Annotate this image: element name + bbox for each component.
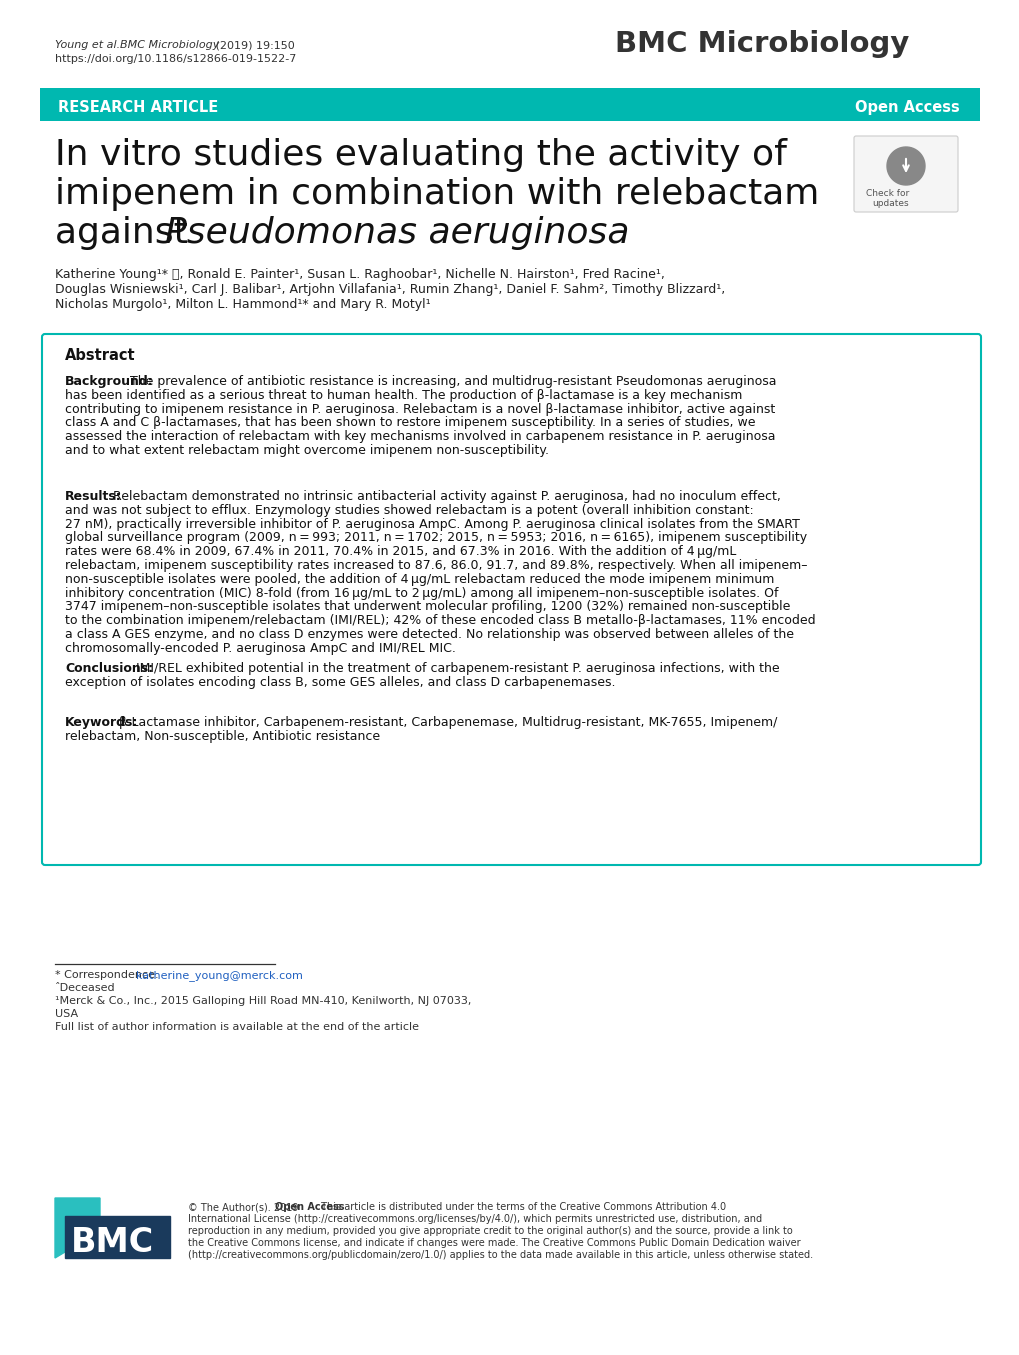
Text: This article is distributed under the terms of the Creative Commons Attribution : This article is distributed under the te… — [318, 1202, 726, 1211]
Polygon shape — [65, 1215, 170, 1257]
Polygon shape — [887, 146, 924, 186]
Text: Results:: Results: — [65, 491, 121, 503]
Text: Abstract: Abstract — [65, 348, 136, 363]
Text: ¹Merck & Co., Inc., 2015 Galloping Hill Road MN-410, Kenilworth, NJ 07033,: ¹Merck & Co., Inc., 2015 Galloping Hill … — [55, 996, 471, 1005]
Text: and was not subject to efflux. Enzymology studies showed relebactam is a potent : and was not subject to efflux. Enzymolog… — [65, 504, 753, 516]
Text: non-susceptible isolates were pooled, the addition of 4 μg/mL relebactam reduced: non-susceptible isolates were pooled, th… — [65, 573, 773, 585]
Text: The prevalence of antibiotic resistance is increasing, and multidrug-resistant P: The prevalence of antibiotic resistance … — [126, 375, 775, 388]
Text: contributing to imipenem resistance in P. aeruginosa. Relebactam is a novel β-la: contributing to imipenem resistance in P… — [65, 402, 774, 416]
Text: inhibitory concentration (MIC) 8-fold (from 16 μg/mL to 2 μg/mL) among all imipe: inhibitory concentration (MIC) 8-fold (f… — [65, 587, 777, 600]
Text: the Creative Commons license, and indicate if changes were made. The Creative Co: the Creative Commons license, and indica… — [187, 1238, 800, 1248]
Text: In vitro studies evaluating the activity of: In vitro studies evaluating the activity… — [55, 138, 786, 172]
Text: Background:: Background: — [65, 375, 154, 388]
Text: 27 nM), practically irreversible inhibitor of P. aeruginosa AmpC. Among P. aerug: 27 nM), practically irreversible inhibit… — [65, 518, 799, 531]
Text: Open Access: Open Access — [854, 100, 959, 115]
Text: 3747 imipenem–non-susceptible isolates that underwent molecular profiling, 1200 : 3747 imipenem–non-susceptible isolates t… — [65, 600, 790, 614]
Text: katherine_young@merck.com: katherine_young@merck.com — [136, 970, 303, 981]
Text: (2019) 19:150: (2019) 19:150 — [205, 41, 294, 50]
Text: Full list of author information is available at the end of the article: Full list of author information is avail… — [55, 1022, 419, 1033]
Text: global surveillance program (2009, n = 993; 2011, n = 1702; 2015, n = 5953; 2016: global surveillance program (2009, n = 9… — [65, 531, 806, 545]
Text: USA: USA — [55, 1009, 78, 1019]
Text: Nicholas Murgolo¹, Milton L. Hammond¹* and Mary R. Motyl¹: Nicholas Murgolo¹, Milton L. Hammond¹* a… — [55, 298, 430, 312]
Text: class A and C β-lactamases, that has been shown to restore imipenem susceptibili: class A and C β-lactamases, that has bee… — [65, 416, 755, 430]
Text: https://doi.org/10.1186/s12866-019-1522-7: https://doi.org/10.1186/s12866-019-1522-… — [55, 54, 297, 64]
Text: © The Author(s). 2019: © The Author(s). 2019 — [187, 1202, 302, 1211]
Text: Katherine Young¹* ⓘ, Ronald E. Painter¹, Susan L. Raghoobar¹, Nichelle N. Hairst: Katherine Young¹* ⓘ, Ronald E. Painter¹,… — [55, 268, 664, 280]
Text: Open Access: Open Access — [274, 1202, 343, 1211]
Text: Young et al.: Young et al. — [55, 41, 123, 50]
Text: IMI/REL exhibited potential in the treatment of carbapenem-resistant P. aerugino: IMI/REL exhibited potential in the treat… — [131, 663, 779, 675]
Text: reproduction in any medium, provided you give appropriate credit to the original: reproduction in any medium, provided you… — [187, 1226, 792, 1236]
Text: Keywords:: Keywords: — [65, 715, 139, 729]
Text: assessed the interaction of relebactam with key mechanisms involved in carbapene: assessed the interaction of relebactam w… — [65, 430, 774, 443]
Text: Conclusions:: Conclusions: — [65, 663, 153, 675]
Text: * Correspondence:: * Correspondence: — [55, 970, 162, 980]
FancyBboxPatch shape — [853, 136, 957, 211]
Text: BMC Microbiology: BMC Microbiology — [614, 30, 909, 58]
Text: to the combination imipenem/relebactam (IMI/REL); 42% of these encoded class B m: to the combination imipenem/relebactam (… — [65, 614, 815, 627]
Text: ˆDeceased: ˆDeceased — [55, 982, 115, 993]
Text: β-Lactamase inhibitor, Carbapenem-resistant, Carbapenemase, Multidrug-resistant,: β-Lactamase inhibitor, Carbapenem-resist… — [115, 715, 776, 729]
Text: Check for: Check for — [865, 188, 908, 198]
Text: RESEARCH ARTICLE: RESEARCH ARTICLE — [58, 100, 218, 115]
Text: Relebactam demonstrated no intrinsic antibacterial activity against P. aeruginos: Relebactam demonstrated no intrinsic ant… — [109, 491, 781, 503]
Text: Pseudomonas aeruginosa: Pseudomonas aeruginosa — [165, 215, 629, 251]
Text: has been identified as a serious threat to human health. The production of β-lac: has been identified as a serious threat … — [65, 389, 742, 402]
Polygon shape — [55, 1198, 100, 1257]
Text: chromosomally-encoded P. aeruginosa AmpC and IMI/REL MIC.: chromosomally-encoded P. aeruginosa AmpC… — [65, 642, 455, 654]
Text: (http://creativecommons.org/publicdomain/zero/1.0/) applies to the data made ava: (http://creativecommons.org/publicdomain… — [187, 1251, 812, 1260]
Text: International License (http://creativecommons.org/licenses/by/4.0/), which permi: International License (http://creativeco… — [187, 1214, 761, 1224]
Text: Douglas Wisniewski¹, Carl J. Balibar¹, Artjohn Villafania¹, Rumin Zhang¹, Daniel: Douglas Wisniewski¹, Carl J. Balibar¹, A… — [55, 283, 725, 295]
Text: updates: updates — [871, 199, 908, 209]
Text: BMC: BMC — [71, 1226, 154, 1259]
FancyBboxPatch shape — [42, 333, 980, 864]
Text: against: against — [55, 215, 199, 251]
Text: a class A GES enzyme, and no class D enzymes were detected. No relationship was : a class A GES enzyme, and no class D enz… — [65, 627, 793, 641]
Text: and to what extent relebactam might overcome imipenem non-susceptibility.: and to what extent relebactam might over… — [65, 444, 548, 457]
Text: relebactam, Non-susceptible, Antibiotic resistance: relebactam, Non-susceptible, Antibiotic … — [65, 730, 380, 743]
Text: BMC Microbiology: BMC Microbiology — [120, 41, 219, 50]
FancyBboxPatch shape — [40, 88, 979, 121]
Text: rates were 68.4% in 2009, 67.4% in 2011, 70.4% in 2015, and 67.3% in 2016. With : rates were 68.4% in 2009, 67.4% in 2011,… — [65, 545, 736, 558]
Text: imipenem in combination with relebactam: imipenem in combination with relebactam — [55, 178, 818, 211]
Text: exception of isolates encoding class B, some GES alleles, and class D carbapenem: exception of isolates encoding class B, … — [65, 676, 614, 688]
Text: relebactam, imipenem susceptibility rates increased to 87.6, 86.0, 91.7, and 89.: relebactam, imipenem susceptibility rate… — [65, 560, 807, 572]
